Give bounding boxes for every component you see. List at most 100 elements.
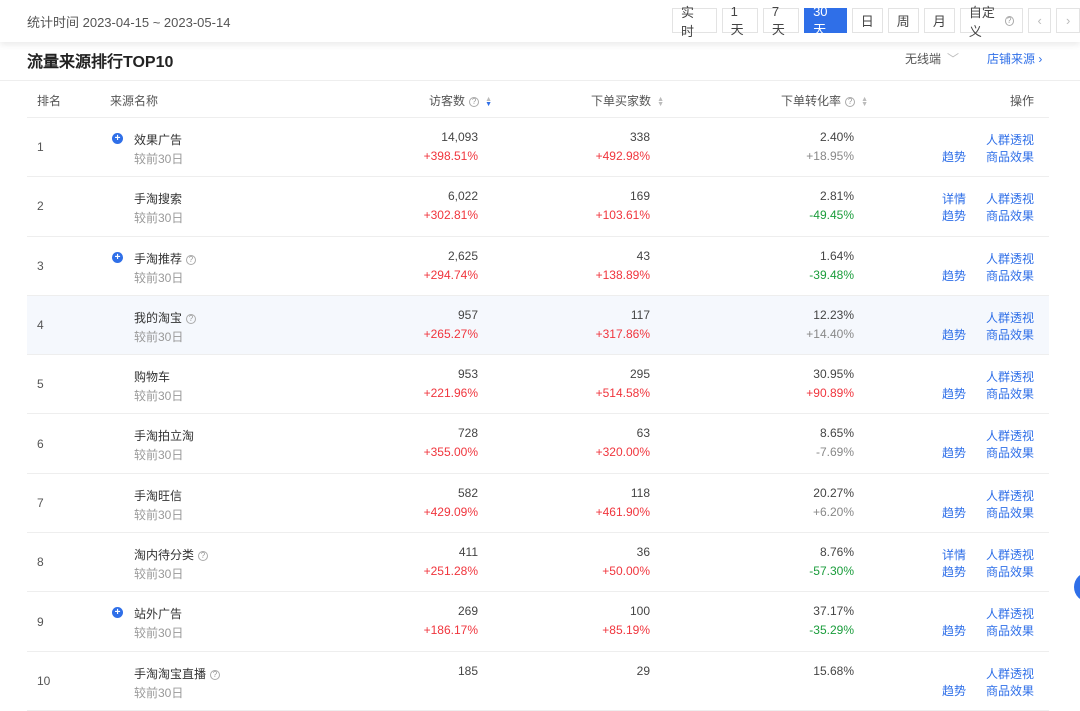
product-effect-link[interactable]: 商品效果: [985, 268, 1034, 283]
crowd-link[interactable]: 人群透视: [985, 548, 1034, 563]
sort-desc-icon[interactable]: ▲ ▼: [485, 95, 492, 108]
product-effect-link[interactable]: 商品效果: [985, 505, 1034, 520]
source-name: 手淘拍立淘: [134, 427, 194, 444]
help-icon[interactable]: ?: [845, 97, 856, 107]
shop-source-link[interactable]: 店铺来源 ›: [987, 50, 1042, 67]
visitors: 269: [457, 604, 478, 619]
source-name: 手淘推荐?: [134, 250, 197, 267]
crowd-link[interactable]: 人群透视: [985, 488, 1034, 503]
conversion-rate: 2.40%: [819, 130, 854, 144]
visitors: 957: [457, 307, 478, 322]
table-row: 10 手淘淘宝直播? 较前30日 185 29 15.68% 人群透视 趋势 商…: [27, 652, 1049, 711]
visitors: 411: [458, 545, 478, 560]
compare-label: 较前30日: [134, 152, 184, 166]
period-button[interactable]: 1天: [721, 4, 758, 37]
visitors-change: +294.74%: [423, 267, 478, 282]
source-name: 手淘旺信: [134, 487, 182, 504]
buyers: 295: [629, 367, 650, 382]
trend-link[interactable]: 趋势: [941, 268, 966, 283]
crowd-link[interactable]: 人群透视: [985, 607, 1034, 622]
device-label: 无线端: [905, 52, 942, 66]
trend-link[interactable]: 趋势: [941, 624, 966, 639]
source-name-label: 手淘旺信: [134, 488, 183, 503]
buyers: 118: [630, 485, 650, 500]
trend-link[interactable]: 趋势: [941, 327, 966, 342]
source-name-label: 手淘搜索: [134, 192, 183, 207]
plus-icon[interactable]: +: [112, 607, 123, 619]
product-effect-link[interactable]: 商品效果: [985, 327, 1034, 342]
source-name: 我的淘宝?: [134, 309, 197, 326]
period-button[interactable]: 7天: [762, 4, 800, 37]
prev-period-button[interactable]: ‹: [1027, 8, 1052, 33]
trend-link[interactable]: 趋势: [941, 505, 966, 520]
table-row: 8 淘内待分类? 较前30日 411 +251.28% 36 +50.00% 8…: [27, 533, 1049, 593]
floating-help-button[interactable]: [1074, 572, 1080, 602]
source-name: 站外广告: [134, 605, 182, 622]
device-select[interactable]: 无线端 ﹀: [905, 50, 959, 67]
col-rate[interactable]: 下单转化率? ▲ ▼: [781, 92, 868, 109]
trend-link[interactable]: 趋势: [941, 150, 966, 164]
detail-link[interactable]: 详情: [941, 192, 966, 207]
period-button[interactable]: 月: [923, 8, 955, 33]
product-effect-link[interactable]: 商品效果: [985, 387, 1034, 402]
conversion-rate: 30.95%: [813, 367, 854, 382]
conversion-rate-change: -39.48%: [809, 267, 854, 282]
next-period-button[interactable]: ›: [1056, 8, 1080, 33]
source-name: 效果广告: [134, 131, 182, 148]
help-icon: ?: [1004, 15, 1014, 26]
col-buyers[interactable]: 下单买家数 ▲ ▼: [591, 92, 664, 109]
crowd-link[interactable]: 人群透视: [985, 251, 1034, 266]
trend-link[interactable]: 趋势: [941, 209, 966, 224]
plus-icon[interactable]: +: [112, 133, 123, 144]
col-visitors[interactable]: 访客数? ▲ ▼: [429, 92, 492, 109]
crowd-link[interactable]: 人群透视: [985, 192, 1034, 207]
period-button[interactable]: 自定义?: [959, 5, 1023, 39]
conversion-rate-change: -57.30%: [809, 564, 854, 579]
product-effect-link[interactable]: 商品效果: [985, 624, 1034, 639]
conversion-rate-change: -7.69%: [815, 445, 854, 460]
visitors-change: +355.00%: [423, 445, 478, 460]
col-name: 来源名称: [110, 94, 159, 108]
trend-link[interactable]: 趋势: [941, 387, 966, 402]
crowd-link[interactable]: 人群透视: [985, 666, 1034, 681]
trend-link[interactable]: 趋势: [941, 446, 966, 461]
rank: 6: [37, 436, 44, 451]
help-icon[interactable]: ?: [186, 254, 197, 265]
source-name-label: 站外广告: [134, 607, 183, 622]
period-button[interactable]: 周: [887, 8, 919, 33]
compare-label: 较前30日: [134, 685, 184, 700]
crowd-link[interactable]: 人群透视: [985, 133, 1034, 147]
source-table: 排名 来源名称 访客数? ▲ ▼ 下单买家数 ▲ ▼ 下单转化率? ▲ ▼ 操作 1 + 效…: [27, 81, 1049, 711]
product-effect-link[interactable]: 商品效果: [985, 209, 1034, 224]
period-button[interactable]: 日: [851, 8, 883, 33]
product-effect-link[interactable]: 商品效果: [985, 150, 1034, 164]
period-button[interactable]: 30天: [804, 4, 847, 37]
detail-link[interactable]: 详情: [941, 548, 966, 563]
product-effect-link[interactable]: 商品效果: [985, 446, 1034, 461]
help-icon[interactable]: ?: [186, 313, 197, 324]
table-row: 9 + 站外广告 较前30日 269 +186.17% 100 +85.19% …: [27, 592, 1049, 652]
product-effect-link[interactable]: 商品效果: [985, 683, 1034, 698]
compare-label: 较前30日: [134, 211, 184, 226]
period-button[interactable]: 实 时: [672, 5, 717, 39]
conversion-rate: 12.23%: [813, 307, 854, 322]
sort-icon[interactable]: ▲ ▼: [861, 95, 868, 108]
rank: 9: [37, 614, 44, 629]
crowd-link[interactable]: 人群透视: [985, 310, 1034, 325]
crowd-link[interactable]: 人群透视: [985, 429, 1034, 444]
visitors: 728: [457, 426, 478, 441]
trend-link[interactable]: 趋势: [941, 683, 966, 698]
conversion-rate-change: +18.95%: [806, 149, 854, 163]
trend-link[interactable]: 趋势: [941, 565, 966, 580]
help-icon[interactable]: ?: [469, 97, 480, 107]
product-effect-link[interactable]: 商品效果: [985, 565, 1034, 580]
help-icon[interactable]: ?: [210, 669, 221, 680]
plus-icon[interactable]: +: [112, 251, 123, 263]
rank: 10: [37, 673, 51, 688]
crowd-link[interactable]: 人群透视: [985, 370, 1034, 385]
sort-icon[interactable]: ▲ ▼: [657, 95, 664, 108]
table-header: 排名 来源名称 访客数? ▲ ▼ 下单买家数 ▲ ▼ 下单转化率? ▲ ▼ 操作: [27, 81, 1049, 118]
buyers: 36: [636, 545, 650, 560]
visitors: 185: [457, 663, 478, 678]
help-icon[interactable]: ?: [198, 551, 209, 562]
